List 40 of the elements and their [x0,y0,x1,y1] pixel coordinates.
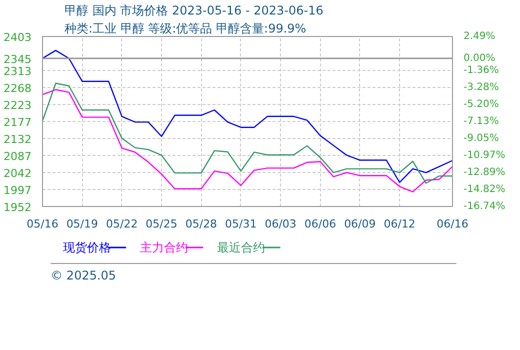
legend-label: 现货价格 [62,240,111,254]
x-tick-label: 05/16 [26,218,58,230]
x-tick-label: 06/06 [304,218,336,230]
x-tick-label: 06/03 [264,218,296,230]
y2-tick-label: -14.82% [464,184,506,196]
y-tick-label: 2042 [4,167,32,180]
y-tick-label: 2403 [4,31,32,44]
x-tick-label: 05/19 [66,218,98,230]
line-series [42,50,452,183]
y2-tick-label: -10.97% [464,150,506,161]
text: © 2025.05 [50,268,116,282]
y2-tick-label: -1.36% [464,65,499,76]
y-tick-label: 2268 [4,82,32,95]
y2-tick-label: -7.13% [464,116,499,128]
x-tick-label: 06/09 [344,218,376,230]
y2-tick-label: -3.28% [464,82,499,94]
x-tick-label: 05/22 [106,218,138,230]
x-tick-label: 06/12 [384,218,416,230]
y-tick-label: 2345 [4,52,32,66]
y-tick-label: 2223 [4,98,32,112]
y-tick-label: 1997 [4,184,32,198]
chart-subtitle: 种类:工业 甲醇 等级:优等品 甲醇含量:99.9% [64,22,306,36]
x-tick-label: 06/16 [436,218,468,230]
y2-tick-label: 0.00% [464,53,496,64]
x-tick-label: 05/25 [146,218,178,230]
y-tick-label: 2087 [4,150,32,164]
chart-title: 甲醇 国内 市场价格 2023-05-16 - 2023-06-16 [64,4,324,18]
y2-tick-label: -5.20% [464,98,499,110]
y2-tick-label: -12.89% [464,166,506,178]
legend-label: 最近合约 [216,240,265,254]
y2-tick-label: -9.05% [464,133,499,144]
y-tick-label: 2177 [4,116,32,130]
y2-tick-label: -16.74% [464,201,506,212]
x-tick-label: 05/31 [225,218,257,230]
y-tick-label: 1952 [4,201,32,214]
legend-label: 主力合约 [140,240,188,254]
y-tick-label: 2132 [4,133,32,146]
y-tick-label: 2313 [4,64,32,78]
x-tick-label: 05/28 [185,218,218,230]
y2-tick-label: 2.49% [464,31,496,42]
